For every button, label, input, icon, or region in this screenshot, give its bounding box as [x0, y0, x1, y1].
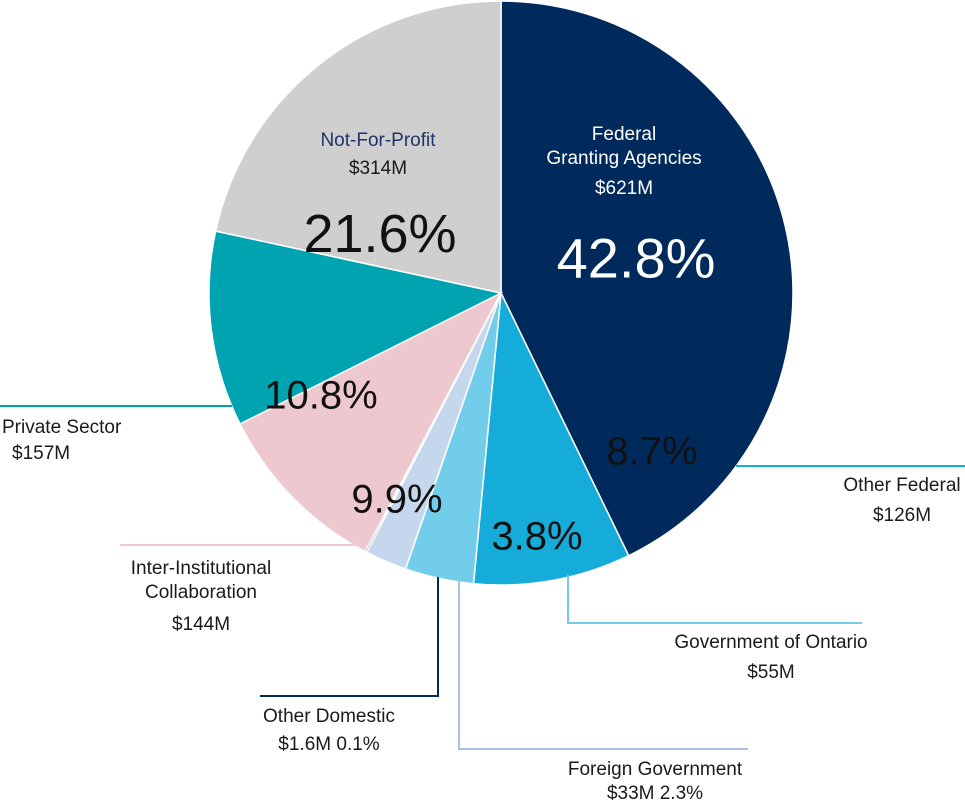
- label-foreign-name: Foreign Government: [567, 759, 743, 780]
- leader-other-domestic: [260, 577, 439, 697]
- amount-nfp: $314M: [348, 157, 408, 179]
- leader-ontario: [567, 575, 862, 624]
- percent-inter-institutional: 9.9%: [351, 477, 443, 522]
- label-federal-line1: Federal: [591, 124, 657, 145]
- pie-slice-7: [214, 0, 502, 294]
- amount-ontario: $55M: [747, 661, 795, 683]
- percent-private-sector: 10.8%: [264, 373, 378, 418]
- percent-ontario: 3.8%: [491, 514, 583, 559]
- label-inter-line1: Inter-Institutional: [130, 558, 272, 579]
- amount-private: $157M: [12, 442, 71, 464]
- label-other-domestic: Other Domestic $1.6M 0.1%: [263, 705, 395, 757]
- amount-foreign: $33M 2.3%: [606, 782, 704, 804]
- label-inter-institutional: Inter-Institutional Collaboration $144M: [131, 557, 271, 636]
- pie-slice-0: [500, 0, 794, 557]
- label-other-federal-name: Other Federal: [843, 475, 961, 496]
- label-ontario: Government of Ontario $55M: [674, 631, 867, 685]
- amount-inter: $144M: [171, 613, 231, 635]
- amount-other-federal: $126M: [872, 504, 932, 526]
- label-federal-line2: Granting Agencies: [546, 147, 702, 169]
- leader-foreign: [458, 580, 748, 750]
- percent-federal: 42.8%: [556, 226, 716, 290]
- label-private-name: Private Sector: [2, 417, 122, 438]
- pie-slice-6: [208, 230, 504, 425]
- label-ontario-name: Government of Ontario: [674, 632, 868, 653]
- label-nfp-line1: Not-For-Profit: [320, 130, 436, 151]
- pie-slice-1: [472, 290, 630, 586]
- label-foreign-government: Foreign Government $33M 2.3%: [568, 758, 742, 806]
- label-inter-line2: Collaboration: [145, 581, 257, 603]
- label-federal-granting: Federal Granting Agencies $621M: [546, 123, 701, 200]
- label-private-sector: Private Sector $157M: [2, 416, 121, 466]
- percent-other-federal: 8.7%: [606, 429, 698, 474]
- label-other-domestic-name: Other Domestic: [263, 706, 395, 727]
- percent-nfp: 21.6%: [303, 204, 457, 264]
- amount-other-domestic: $1.6M 0.1%: [278, 733, 380, 755]
- label-not-for-profit: Not-For-Profit $314M: [320, 129, 435, 181]
- amount-federal: $621M: [594, 177, 654, 199]
- label-other-federal: Other Federal $126M: [843, 474, 960, 528]
